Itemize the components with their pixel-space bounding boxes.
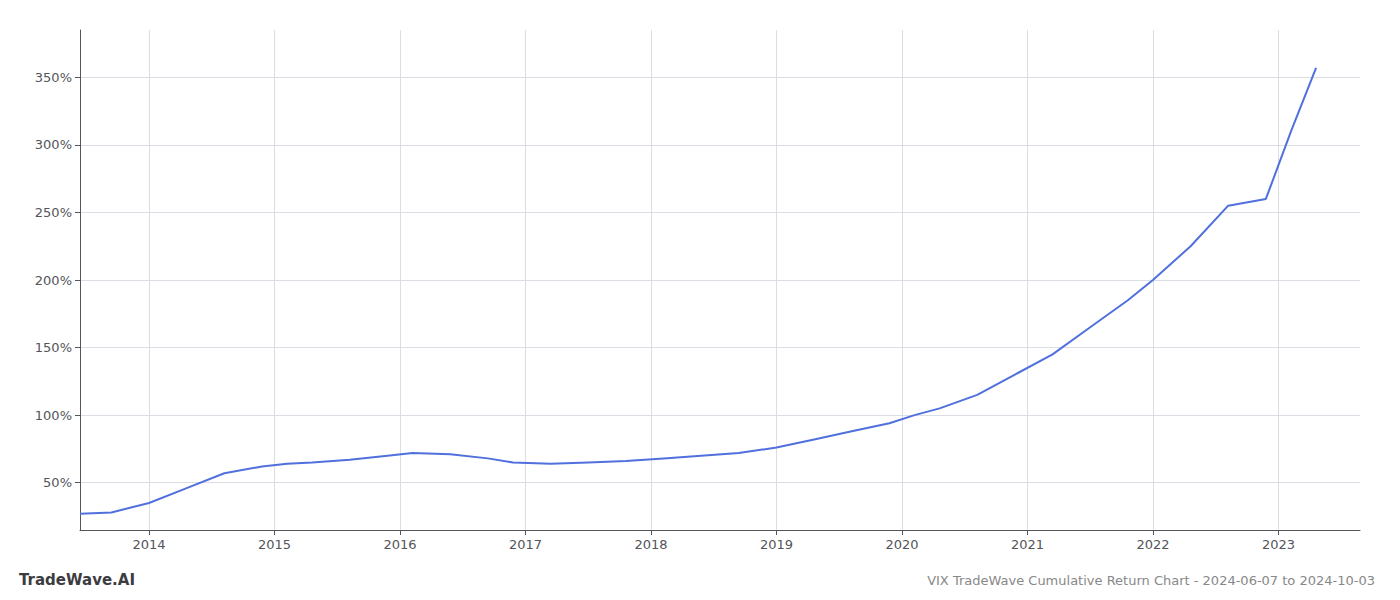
svg-text:2016: 2016 [383, 537, 416, 552]
svg-text:2017: 2017 [509, 537, 542, 552]
svg-text:2014: 2014 [132, 537, 165, 552]
svg-text:2021: 2021 [1011, 537, 1044, 552]
svg-text:150%: 150% [35, 340, 72, 355]
svg-text:250%: 250% [35, 205, 72, 220]
svg-text:300%: 300% [35, 137, 72, 152]
svg-text:2022: 2022 [1136, 537, 1169, 552]
svg-text:100%: 100% [35, 408, 72, 423]
svg-text:2018: 2018 [634, 537, 667, 552]
svg-text:2023: 2023 [1262, 537, 1295, 552]
svg-text:VIX TradeWave Cumulative Retur: VIX TradeWave Cumulative Return Chart - … [927, 573, 1375, 588]
svg-text:TradeWave.AI: TradeWave.AI [19, 571, 135, 589]
svg-text:2015: 2015 [258, 537, 291, 552]
svg-text:350%: 350% [35, 70, 72, 85]
svg-text:2020: 2020 [885, 537, 918, 552]
svg-text:2019: 2019 [760, 537, 793, 552]
svg-text:50%: 50% [43, 475, 72, 490]
svg-text:200%: 200% [35, 273, 72, 288]
